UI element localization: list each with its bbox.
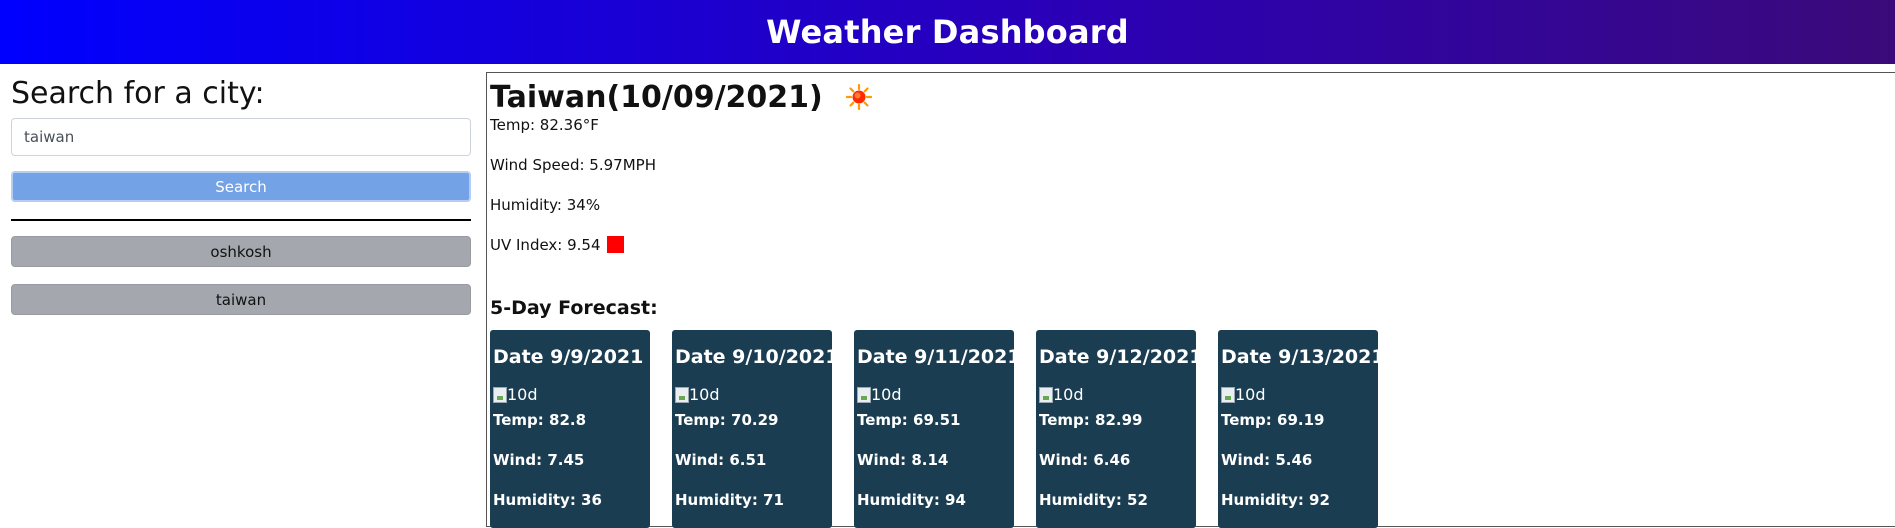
divider [11, 219, 471, 221]
forecast-temp: Temp: 70.29 [675, 411, 779, 429]
forecast-wind: Wind: 7.45 [493, 451, 585, 469]
weather-icon: 10d [1039, 385, 1084, 404]
city-search-input[interactable] [11, 118, 471, 156]
forecast-wind: Wind: 6.51 [675, 451, 767, 469]
forecast-humidity: Humidity: 36 [493, 491, 602, 509]
city-date-label: Taiwan(10/09/2021) [490, 79, 823, 115]
forecast-temp: Temp: 69.51 [857, 411, 961, 429]
page-header: Weather Dashboard [0, 0, 1895, 64]
forecast-wind: Wind: 8.14 [857, 451, 949, 469]
weather-icon-alt: 10d [1235, 385, 1266, 404]
current-temp: Temp: 82.36°F [490, 116, 599, 134]
uv-index-indicator [606, 236, 624, 253]
forecast-temp: Temp: 69.19 [1221, 411, 1325, 429]
current-weather-title: Taiwan(10/09/2021) [490, 76, 873, 118]
forecast-temp: Temp: 82.99 [1039, 411, 1143, 429]
weather-icon-alt: 10d [689, 385, 720, 404]
history-button-oshkosh[interactable]: oshkosh [11, 236, 471, 267]
current-uv: UV Index: 9.54 [490, 236, 601, 254]
sun-icon [845, 83, 873, 111]
broken-image-icon [1039, 386, 1053, 403]
weather-icon: 10d [675, 385, 720, 404]
weather-icon: 10d [857, 385, 902, 404]
forecast-humidity: Humidity: 71 [675, 491, 784, 509]
broken-image-icon [857, 386, 871, 403]
search-button[interactable]: Search [11, 171, 471, 202]
forecast-card: Date 9/13/2021 10d Temp: 69.19 Wind: 5.4… [1218, 330, 1385, 528]
weather-icon-alt: 10d [507, 385, 538, 404]
forecast-date: Date 9/11/2021 [857, 346, 1021, 368]
current-humidity: Humidity: 34% [490, 196, 601, 214]
weather-icon-alt: 10d [1053, 385, 1084, 404]
broken-image-icon [1221, 386, 1235, 403]
forecast-humidity: Humidity: 94 [857, 491, 966, 509]
weather-icon-alt: 10d [871, 385, 902, 404]
forecast-wind: Wind: 6.46 [1039, 451, 1131, 469]
forecast-card: Date 9/10/2021 10d Temp: 70.29 Wind: 6.5… [672, 330, 839, 528]
forecast-wind: Wind: 5.46 [1221, 451, 1313, 469]
current-wind: Wind Speed: 5.97MPH [490, 156, 656, 174]
search-sidebar: Search for a city: Search oshkosh taiwan [11, 74, 471, 315]
forecast-date: Date 9/12/2021 [1039, 346, 1203, 368]
search-heading: Search for a city: [11, 76, 265, 111]
forecast-temp: Temp: 82.8 [493, 411, 587, 429]
page-title: Weather Dashboard [766, 13, 1129, 51]
weather-icon: 10d [1221, 385, 1266, 404]
forecast-date: Date 9/9/2021 [493, 346, 644, 368]
forecast-date: Date 9/13/2021 [1221, 346, 1385, 368]
current-uv-row: UV Index: 9.54 [490, 236, 624, 254]
forecast-card: Date 9/9/2021 10d Temp: 82.8 Wind: 7.45 … [490, 330, 650, 528]
forecast-title: 5-Day Forecast: [490, 297, 658, 319]
search-history-list: oshkosh taiwan [11, 236, 471, 332]
forecast-date: Date 9/10/2021 [675, 346, 839, 368]
broken-image-icon [675, 386, 689, 403]
weather-icon: 10d [493, 385, 538, 404]
forecast-humidity: Humidity: 52 [1039, 491, 1148, 509]
forecast-humidity: Humidity: 92 [1221, 491, 1330, 509]
forecast-card: Date 9/12/2021 10d Temp: 82.99 Wind: 6.4… [1036, 330, 1203, 528]
history-button-taiwan[interactable]: taiwan [11, 284, 471, 315]
forecast-cards: Date 9/9/2021 10d Temp: 82.8 Wind: 7.45 … [490, 330, 1400, 528]
broken-image-icon [493, 386, 507, 403]
weather-panel: Taiwan(10/09/2021) Temp: 82.36°F Wind Sp… [486, 72, 1895, 528]
forecast-card: Date 9/11/2021 10d Temp: 69.51 Wind: 8.1… [854, 330, 1021, 528]
